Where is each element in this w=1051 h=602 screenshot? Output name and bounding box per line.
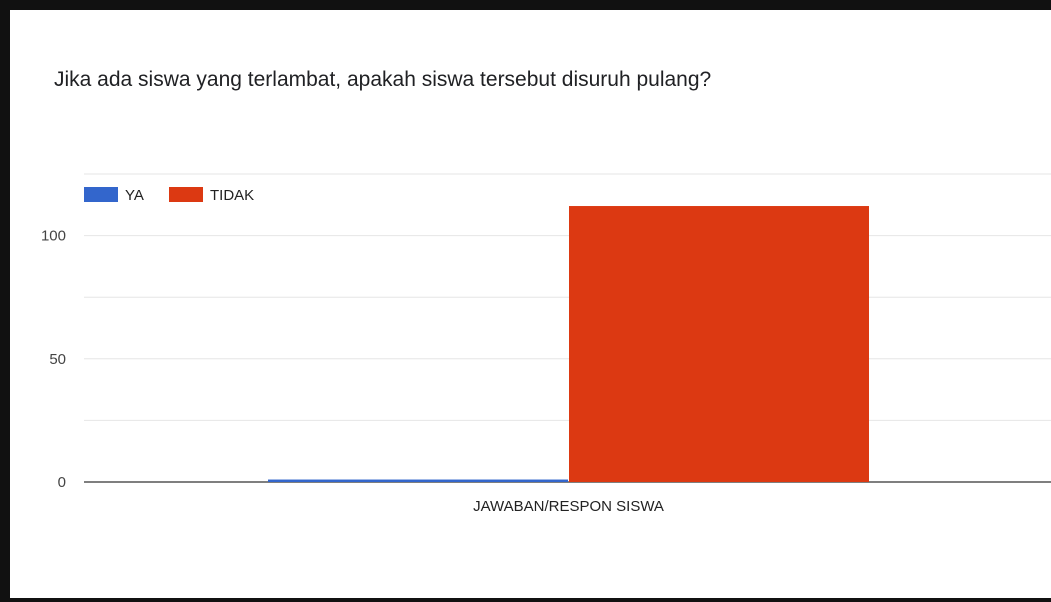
- bar-ya: [268, 479, 568, 482]
- chart-title: Jika ada siswa yang terlambat, apakah si…: [54, 68, 712, 91]
- legend-swatch-tidak: [169, 187, 203, 202]
- gridlines: [84, 173, 1051, 421]
- y-tick-label: 50: [49, 351, 66, 368]
- bars: [268, 206, 869, 483]
- x-axis: JAWABAN/RESPON SISWA: [473, 498, 664, 515]
- y-tick-label: 100: [41, 228, 66, 245]
- y-tick-label: 0: [58, 474, 66, 491]
- legend-label-ya: YA: [125, 187, 144, 204]
- legend: YA TIDAK: [84, 187, 254, 204]
- x-category-label: JAWABAN/RESPON SISWA: [473, 498, 664, 515]
- bar-tidak: [569, 206, 869, 483]
- legend-label-tidak: TIDAK: [210, 187, 254, 204]
- legend-swatch-ya: [84, 187, 118, 202]
